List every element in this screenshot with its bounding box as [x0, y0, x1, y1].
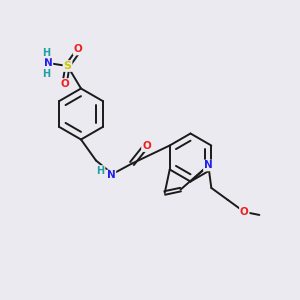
- Text: H: H: [42, 68, 51, 79]
- Text: O: O: [60, 79, 69, 89]
- Text: N: N: [106, 170, 116, 181]
- Text: S: S: [64, 61, 71, 71]
- Text: O: O: [142, 141, 151, 151]
- Text: N: N: [204, 160, 213, 170]
- Text: O: O: [240, 207, 249, 217]
- Text: H: H: [42, 47, 51, 58]
- Text: H: H: [96, 166, 105, 176]
- Text: O: O: [74, 44, 82, 55]
- Text: N: N: [44, 58, 52, 68]
